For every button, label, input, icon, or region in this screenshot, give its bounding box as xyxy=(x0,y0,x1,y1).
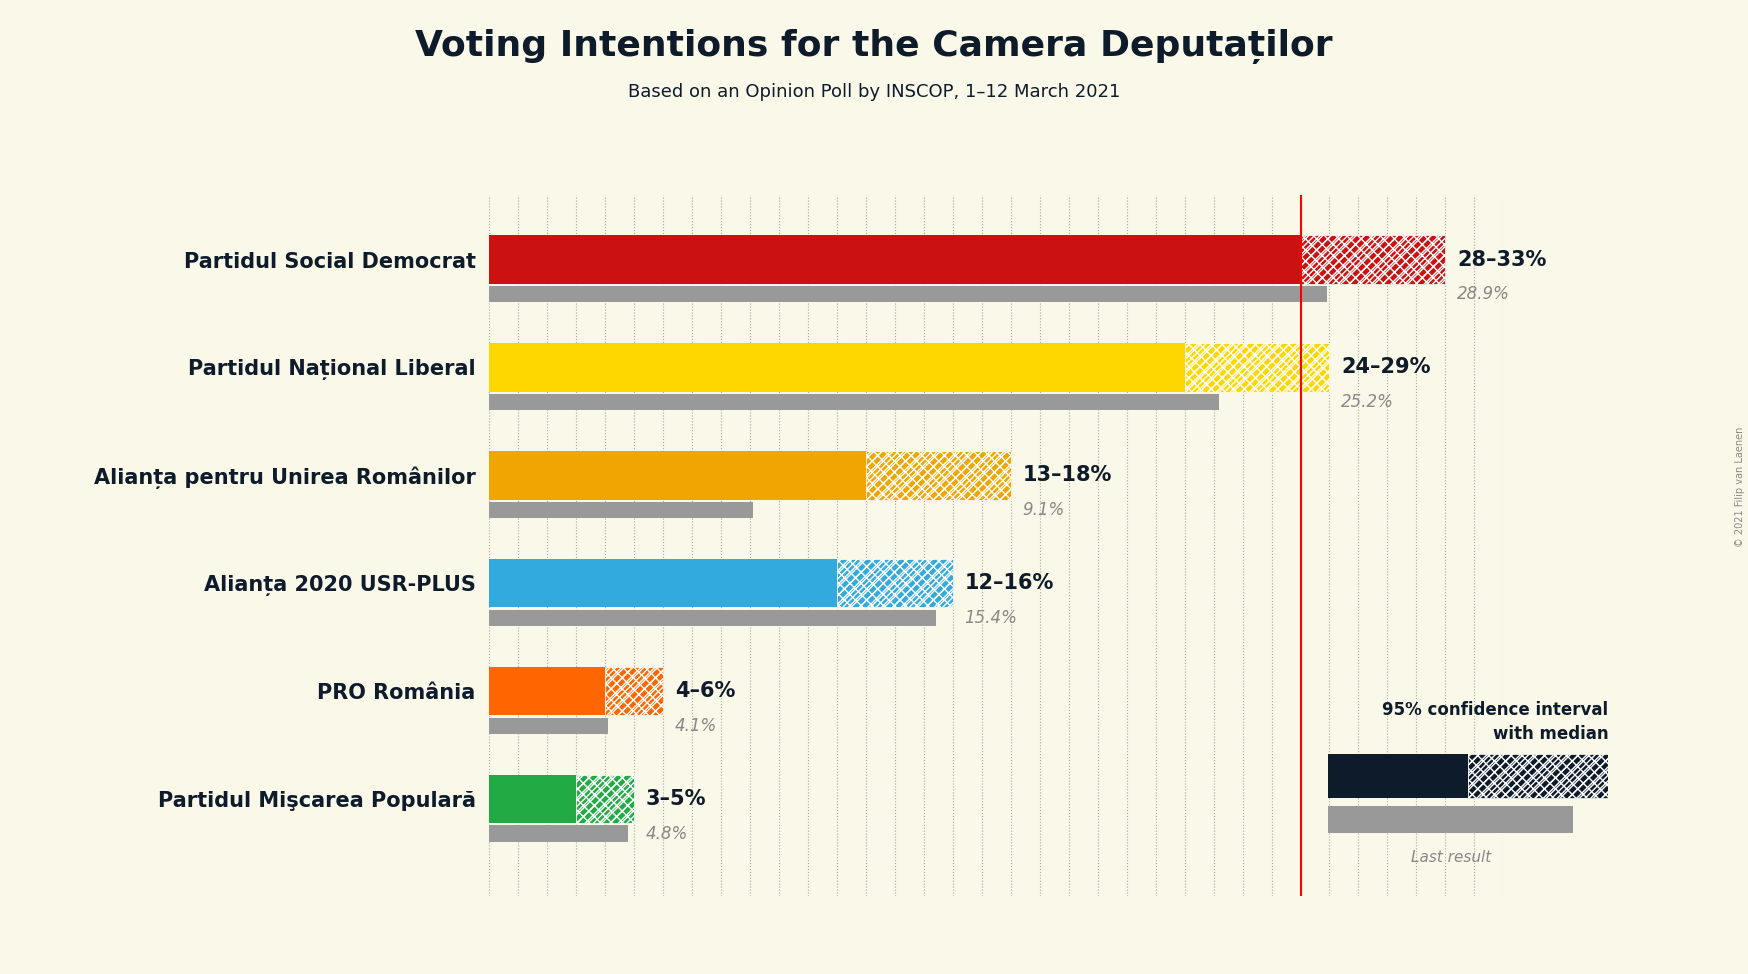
Text: 4.8%: 4.8% xyxy=(645,825,689,843)
Text: 3–5%: 3–5% xyxy=(645,789,706,809)
Bar xyxy=(577,774,635,823)
Bar xyxy=(1328,806,1573,833)
Text: 4–6%: 4–6% xyxy=(675,681,736,701)
Text: Last result: Last result xyxy=(1411,850,1491,865)
Bar xyxy=(605,667,662,715)
Bar xyxy=(1468,754,1608,798)
Bar xyxy=(865,451,1010,500)
Bar xyxy=(837,559,953,608)
Bar xyxy=(577,774,635,823)
Text: 95% confidence interval
with median: 95% confidence interval with median xyxy=(1383,701,1608,743)
Bar xyxy=(489,286,1327,302)
Bar xyxy=(1301,236,1446,283)
Text: 13–18%: 13–18% xyxy=(1023,466,1112,485)
Text: 15.4%: 15.4% xyxy=(965,609,1017,626)
Bar xyxy=(489,610,935,626)
Text: 9.1%: 9.1% xyxy=(1023,501,1065,519)
Text: 28.9%: 28.9% xyxy=(1456,285,1510,303)
Bar xyxy=(489,774,577,823)
Text: © 2021 Filip van Laenen: © 2021 Filip van Laenen xyxy=(1734,427,1745,547)
Bar xyxy=(865,451,1010,500)
Bar xyxy=(489,236,1301,283)
Text: Voting Intentions for the Camera Deputaților: Voting Intentions for the Camera Deputaț… xyxy=(416,29,1332,64)
Bar xyxy=(489,559,837,608)
Bar xyxy=(1468,754,1608,798)
Bar xyxy=(489,718,608,733)
Text: 28–33%: 28–33% xyxy=(1456,249,1547,270)
Bar xyxy=(489,393,1220,410)
Bar xyxy=(1328,754,1468,798)
Bar xyxy=(489,343,1185,392)
Bar xyxy=(489,825,629,842)
Bar xyxy=(489,451,865,500)
Bar xyxy=(489,667,605,715)
Text: 12–16%: 12–16% xyxy=(965,574,1054,593)
Bar xyxy=(605,667,662,715)
Bar xyxy=(1185,343,1330,392)
Bar xyxy=(1301,236,1446,283)
Text: 25.2%: 25.2% xyxy=(1341,393,1393,411)
Text: 4.1%: 4.1% xyxy=(675,717,717,734)
Bar xyxy=(489,502,753,518)
Text: Based on an Opinion Poll by INSCOP, 1–12 March 2021: Based on an Opinion Poll by INSCOP, 1–12… xyxy=(628,83,1120,100)
Text: 24–29%: 24–29% xyxy=(1341,357,1430,377)
Bar xyxy=(837,559,953,608)
Bar xyxy=(1185,343,1330,392)
